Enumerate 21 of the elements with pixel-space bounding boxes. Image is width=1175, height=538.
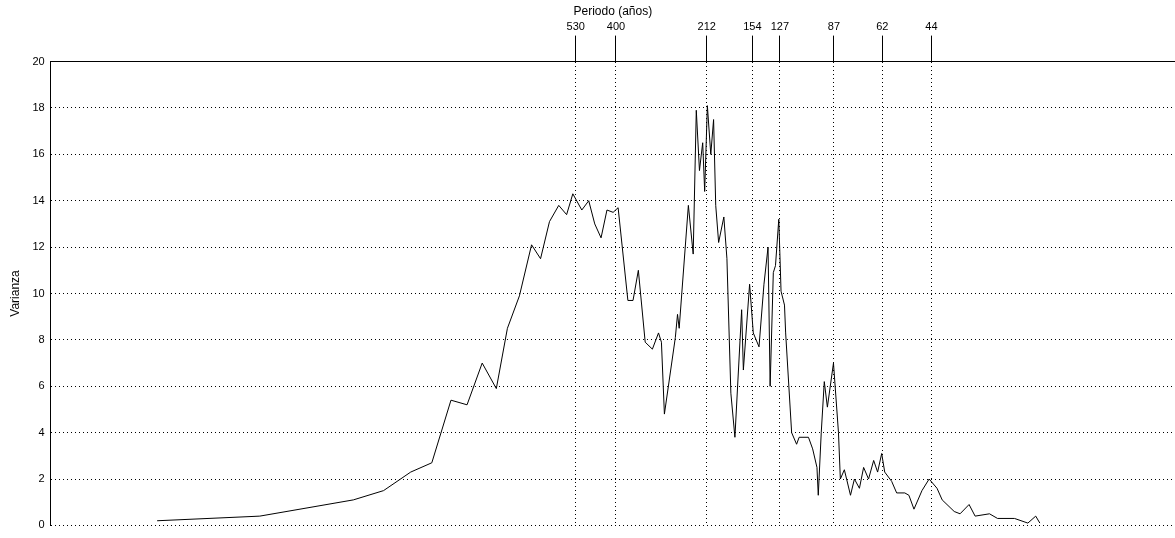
y-tick-label: 6 xyxy=(38,379,45,392)
x-tick-label: 44 xyxy=(925,20,938,33)
y-tick-label: 12 xyxy=(32,240,45,253)
y-tick-label: 4 xyxy=(38,425,45,438)
y-tick-label: 2 xyxy=(38,472,45,485)
y-tick-label: 8 xyxy=(38,332,45,345)
x-tick-label: 87 xyxy=(827,20,841,33)
y-tick-label: 16 xyxy=(32,147,45,160)
y-axis-title: Varianza xyxy=(7,269,22,317)
x-tick-label: 127 xyxy=(770,20,790,33)
x-tick-label: 530 xyxy=(566,20,585,33)
x-tick-label: 154 xyxy=(743,20,762,33)
x-tick-label: 212 xyxy=(697,20,716,33)
y-tick-label: 18 xyxy=(32,101,45,114)
y-tick-label: 14 xyxy=(32,193,45,206)
x-tick-label: 62 xyxy=(876,20,889,33)
y-tick-label: 0 xyxy=(38,518,45,531)
y-tick-label: 10 xyxy=(32,286,45,299)
x-tick-label: 400 xyxy=(606,20,626,33)
y-tick-label: 20 xyxy=(32,54,45,67)
x-axis-title: Periodo (años) xyxy=(573,3,653,18)
